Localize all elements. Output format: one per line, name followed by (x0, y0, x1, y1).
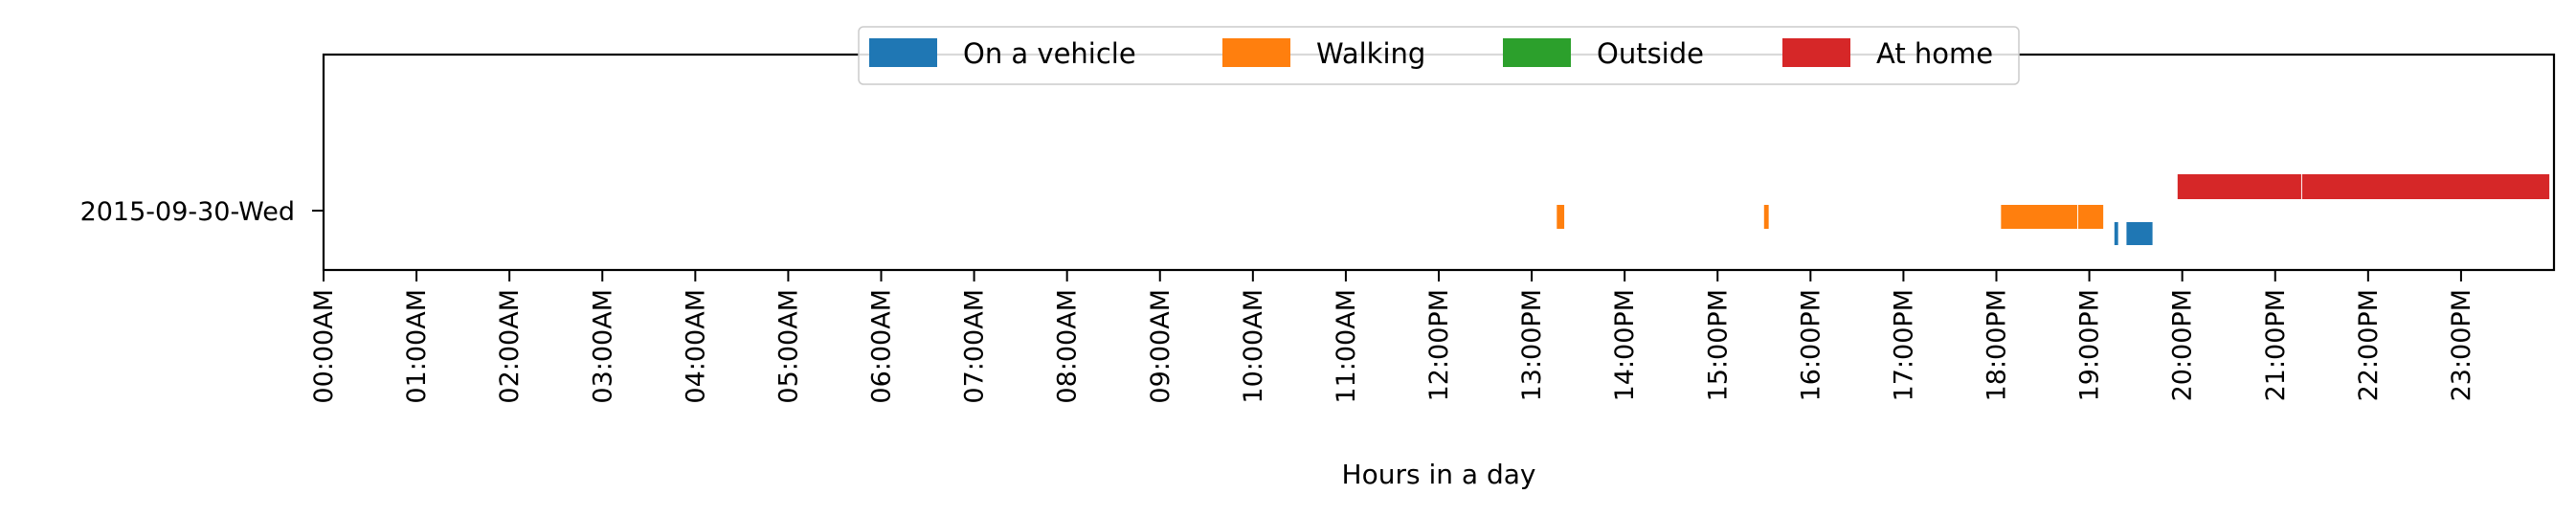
bar-on-a-vehicle-1 (2126, 222, 2153, 245)
legend: On a vehicle Walking Outside At home (858, 26, 2020, 85)
x-tick-label-3: 03:00AM (588, 289, 617, 404)
y-tick-label-0: 2015-09-30-Wed (80, 197, 295, 227)
x-tick-label-16: 16:00PM (1796, 289, 1826, 401)
plot-frame (322, 53, 2556, 272)
x-tick-label-19: 19:00PM (2075, 289, 2105, 401)
legend-swatch-on-a-vehicle (869, 38, 937, 67)
x-tick-label-1: 01:00AM (402, 289, 432, 404)
x-tick-label-12: 12:00PM (1424, 289, 1454, 401)
x-axis: 00:00AM 01:00AM 02:00AM 03:00AM 04:00AM 05:00… (309, 270, 2476, 404)
activity-marks (1557, 174, 2550, 245)
x-tick-label-9: 09:00AM (1146, 289, 1176, 404)
legend-box (858, 26, 2020, 85)
x-tick-label-7: 07:00AM (960, 289, 990, 404)
x-tick-label-11: 11:00AM (1332, 289, 1361, 404)
x-tick-label-22: 22:00PM (2354, 289, 2384, 401)
x-tick-label-23: 23:00PM (2447, 289, 2476, 401)
bar-at-home-1 (2301, 174, 2550, 199)
bar-at-home-0 (2177, 174, 2301, 199)
x-tick-label-8: 08:00AM (1053, 289, 1083, 404)
x-tick-label-13: 13:00PM (1517, 289, 1547, 401)
y-axis: 2015-09-30-Wed (80, 197, 324, 227)
x-tick-label-18: 18:00PM (1982, 289, 2012, 401)
x-tick-label-2: 02:00AM (495, 289, 525, 404)
bar-walking-3 (2077, 205, 2104, 229)
legend-label-walking: Walking (1316, 37, 1425, 70)
x-tick-label-21: 21:00PM (2261, 289, 2291, 401)
x-tick-label-17: 17:00PM (1889, 289, 1918, 401)
x-tick-label-10: 10:00AM (1239, 289, 1268, 404)
x-tick-label-20: 20:00PM (2168, 289, 2198, 401)
bar-on-a-vehicle-0 (2114, 222, 2118, 245)
legend-swatch-at-home (1782, 38, 1850, 67)
legend-label-outside: Outside (1597, 37, 1704, 70)
x-tick-label-4: 04:00AM (681, 289, 710, 404)
x-tick-label-14: 14:00PM (1610, 289, 1640, 401)
bar-walking-0 (1557, 205, 1565, 229)
x-tick-label-6: 06:00AM (867, 289, 897, 404)
legend-label-on-a-vehicle: On a vehicle (963, 37, 1136, 70)
bar-walking-1 (1763, 205, 1769, 229)
x-tick-label-15: 15:00PM (1703, 289, 1733, 401)
legend-swatch-outside (1503, 38, 1571, 67)
bar-walking-2 (2001, 205, 2077, 229)
x-tick-label-5: 05:00AM (773, 289, 803, 404)
legend-swatch-walking (1222, 38, 1290, 67)
legend-label-at-home: At home (1876, 37, 1993, 70)
x-tick-label-0: 00:00AM (309, 289, 339, 404)
x-axis-title: Hours in a day (1342, 459, 1536, 490)
